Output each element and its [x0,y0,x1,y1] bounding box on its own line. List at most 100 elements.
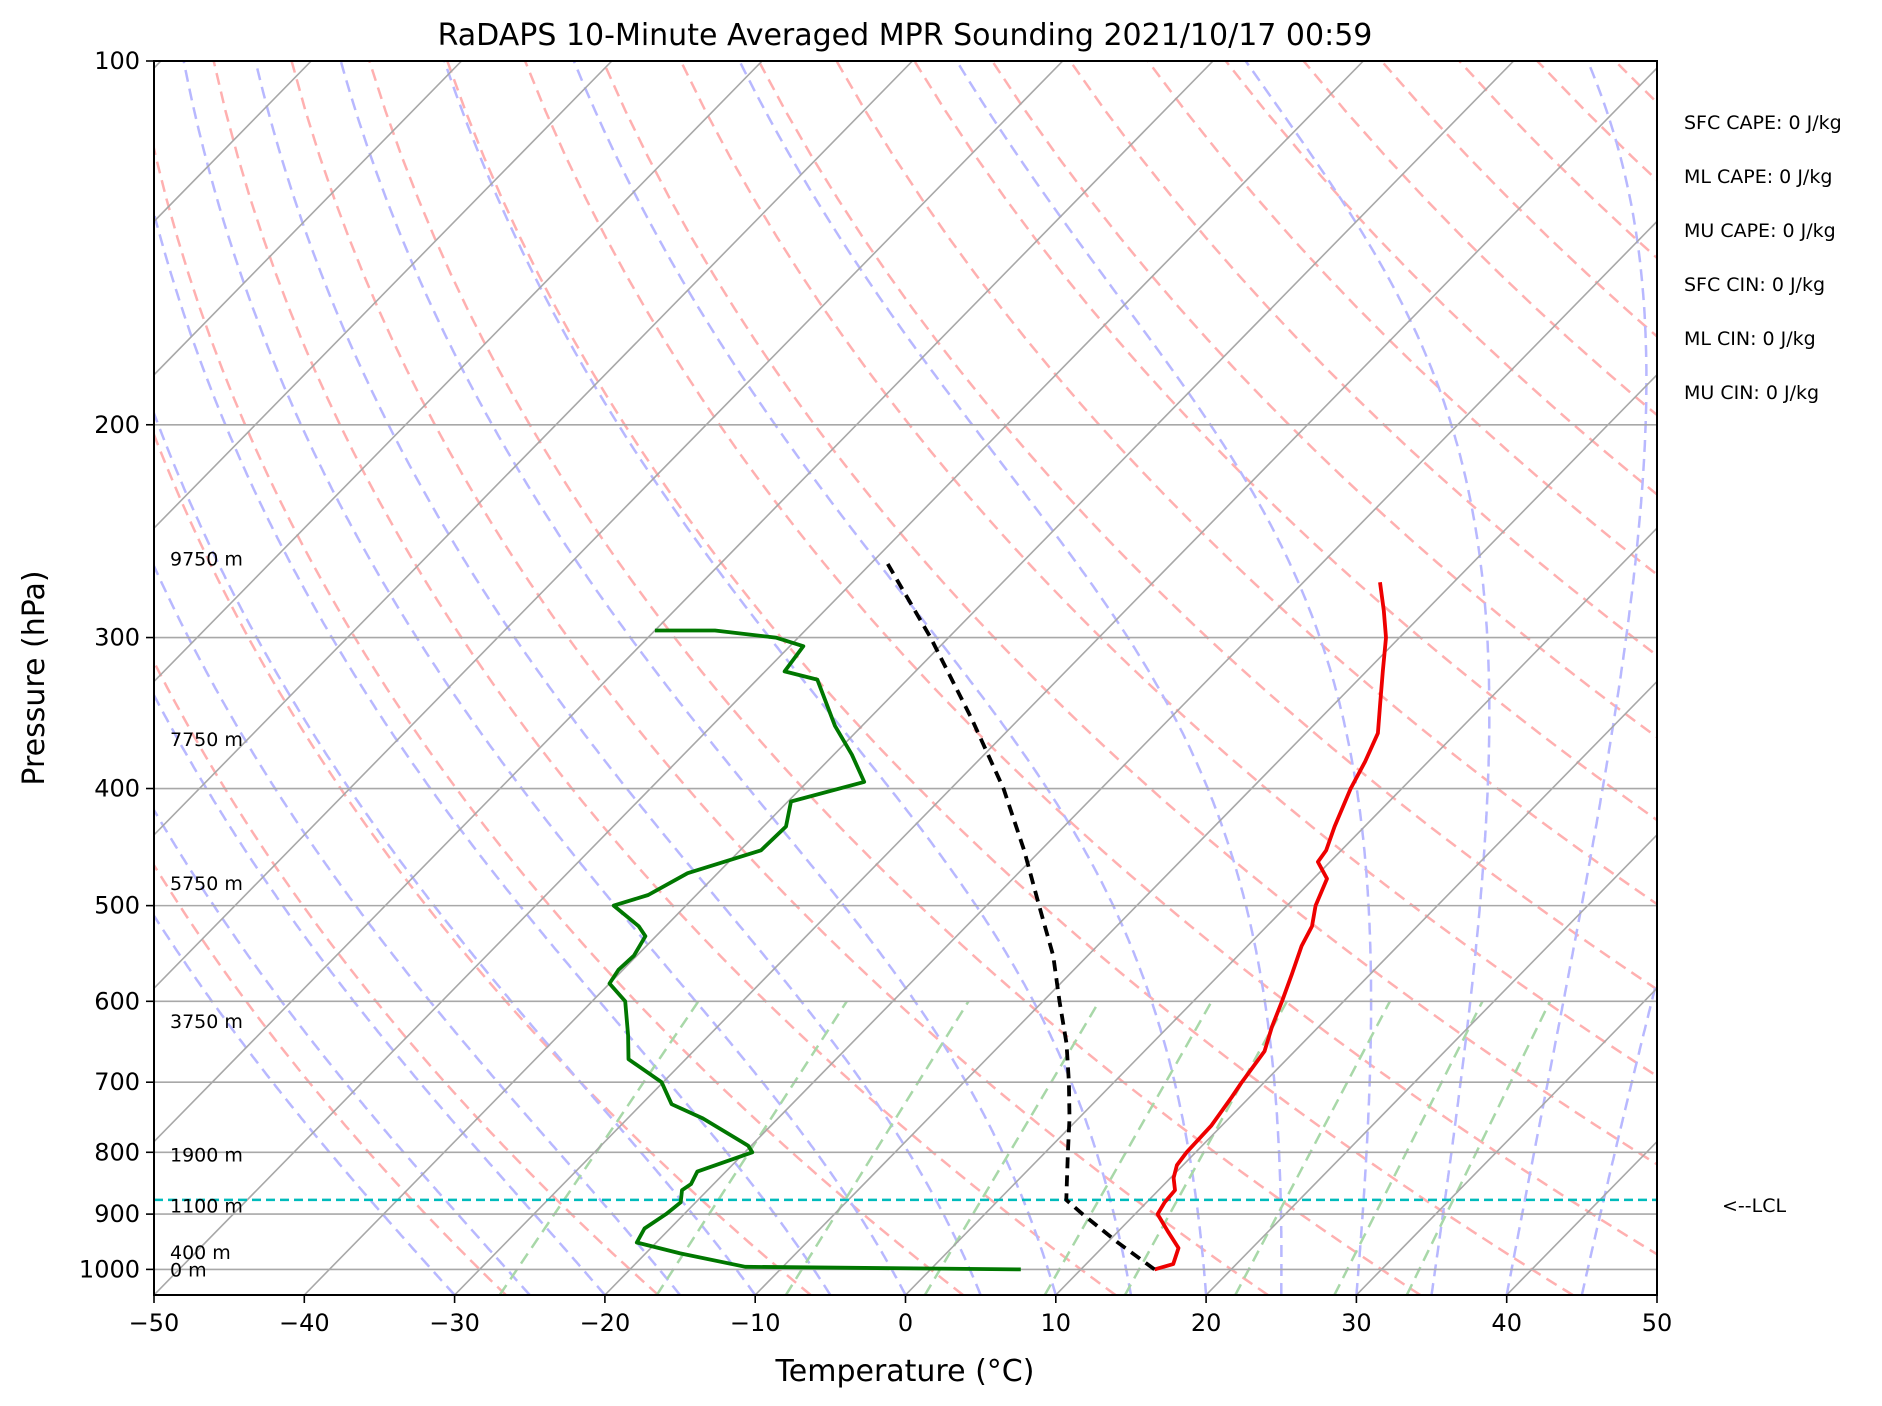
moist-adiabat [572,61,1208,1295]
moist-adiabat [182,61,907,1295]
dry-adiabat [991,61,1657,739]
dry-adiabat [154,659,660,1295]
isotherm [1355,987,1657,1295]
moist-adiabat [154,409,757,1295]
isotherm [154,61,913,837]
stability-index: MU CIN: 0 J/kg [1684,382,1819,404]
dry-adiabat [835,61,1657,906]
x-tick-label: 0 [898,1309,913,1337]
y-tick-label: 400 [94,775,140,803]
dry-adiabat [1849,61,1882,1295]
parcel-path-line [885,561,1156,1271]
dry-adiabat [679,61,1657,1078]
moist-adiabat [443,61,1133,1295]
chart-title: RaDAPS 10-Minute Averaged MPR Sounding 2… [438,18,1373,53]
stability-index: ML CAPE: 0 J/kg [1684,166,1832,188]
mixing-ratio-line [1234,1000,1392,1295]
isotherm [303,61,1515,1295]
y-tick-label: 200 [94,411,140,439]
isotherm [154,61,763,683]
moist-adiabat [154,807,531,1295]
isotherm [0,61,11,1295]
isotherm [154,61,1364,1295]
stability-indices: SFC CAPE: 0 J/kg ML CAPE: 0 J/kg MU CAPE: … [1684,112,1842,404]
dry-adiabat [1146,61,1657,577]
x-tick-label: −10 [730,1309,781,1337]
mixing-ratio-line [784,1000,970,1295]
lcl-label: <--LCL [1722,1195,1786,1217]
moist-adiabat [254,61,982,1295]
height-label: 0 m [170,1259,207,1281]
isotherm [904,527,1657,1295]
x-tick-label: −40 [279,1309,330,1337]
isotherm [154,61,1064,990]
x-tick-label: 30 [1341,1309,1372,1337]
height-label: 9750 m [170,548,243,570]
stability-index: MU CAPE: 0 J/kg [1684,220,1836,242]
stability-index: SFC CIN: 0 J/kg [1684,274,1825,296]
x-tick-label: −30 [429,1309,480,1337]
isotherm [754,373,1657,1295]
x-axis: −50 −40 −30 −20 −10 0 10 20 30 40 50 [129,1295,1672,1337]
y-axis: 1000 900 800 700 600 500 400 300 200 100 [79,47,154,1283]
mixing-ratio-line [1333,1000,1484,1295]
height-label: 3750 m [170,1011,243,1033]
moist-adiabat [738,61,1283,1295]
series-layer [154,561,1657,1272]
mixing-ratio-line [1405,1000,1552,1295]
isotherm [1807,61,1882,1295]
height-label: 7750 m [170,729,243,751]
dry-adiabat [154,431,812,1295]
plot-frame [153,60,1658,1296]
isotherm [1205,833,1657,1295]
moist-adiabat [154,208,832,1295]
y-tick-label: 600 [94,987,140,1015]
height-label: 400 m [170,1242,231,1264]
dry-adiabat [1614,61,1657,105]
isotherm [1506,1140,1657,1295]
dewpoint-line [607,628,1021,1272]
y-tick-label: 300 [94,624,140,652]
x-tick-label: −50 [129,1309,180,1337]
height-label: 5750 m [170,873,243,895]
height-label: 1100 m [170,1195,243,1217]
isotherm [454,66,1657,1295]
moist-adiabat [1505,61,1648,1295]
dry-adiabat [1693,61,1882,1295]
y-tick-label: 800 [94,1138,140,1166]
dry-adiabat [1458,61,1657,260]
x-tick-label: −20 [580,1309,631,1337]
dry-adiabat [523,61,1657,1256]
dry-adiabat [913,61,1657,822]
dry-adiabat [601,61,1657,1166]
x-tick-label: 10 [1041,1309,1072,1337]
dry-adiabat [1224,61,1657,497]
y-tick-label: 900 [94,1200,140,1228]
y-tick-label: 100 [94,47,140,75]
height-label: 1900 m [170,1144,243,1166]
x-tick-label: 20 [1191,1309,1222,1337]
dry-adiabat [212,61,1117,1295]
stability-index: SFC CAPE: 0 J/kg [1684,112,1842,134]
dry-adiabat [290,61,1269,1295]
dry-adiabat [1302,61,1657,417]
y-axis-label: Pressure (hPa) [17,570,52,785]
isotherm [154,61,1214,1143]
moist-adiabat [955,61,1373,1295]
dry-adiabat [1771,61,1882,1295]
y-tick-label: 500 [94,892,140,920]
dry-adiabat [1069,61,1657,658]
moist-adiabat [154,692,606,1295]
background-lines [0,61,1882,1295]
dry-adiabat [154,862,507,1295]
moist-adiabat [1244,61,1491,1295]
moist-adiabat [154,913,456,1295]
moist-adiabat [339,61,1057,1295]
y-tick-label: 700 [94,1068,140,1096]
dry-adiabat [154,143,964,1295]
stability-index: ML CIN: 0 J/kg [1684,328,1816,350]
height-labels: 9750 m 7750 m 5750 m 3750 m 1900 m 1100 m 400 … [170,548,1786,1281]
dry-adiabat [368,61,1422,1295]
isotherm [1656,1293,1657,1295]
